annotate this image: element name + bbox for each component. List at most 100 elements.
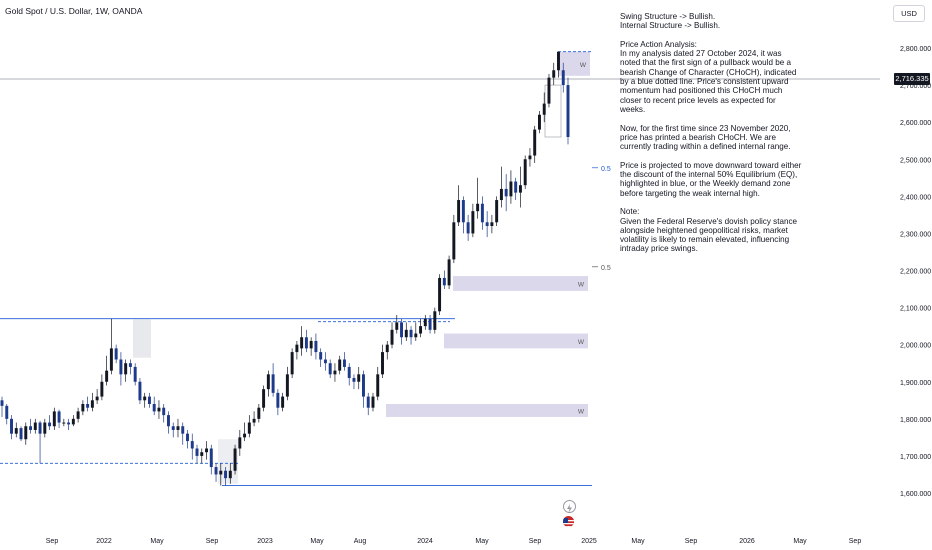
candle-body [400,322,404,338]
candle-body [62,422,66,424]
candle-body [205,448,208,453]
note-paragraph: Price is projected to move downward towa… [620,160,802,198]
candle-body [276,392,280,408]
candle-body [376,374,380,397]
time-tick-label: 2024 [417,538,433,545]
candle-body [152,404,156,412]
time-tick-label: May [310,538,324,545]
candle-body [181,426,185,434]
candle-body [290,352,294,375]
candle-body [238,437,242,449]
candle-body [262,389,266,408]
analysis-notes: Swing Structure -> Bullish. Internal Str… [620,12,802,263]
candle-body [342,359,346,367]
candles-layer [0,51,570,486]
candle-body [423,318,427,327]
price-tick-label: 1,900.000 [900,380,931,387]
candle-body [338,359,342,371]
zone-label: W [578,339,585,346]
candle-body [557,51,560,71]
candle-body [471,211,475,234]
time-tick-label: May [631,538,645,545]
currency-button[interactable]: USD [893,5,925,22]
candle-body [271,374,275,393]
candle-body [518,185,522,193]
price-tick-label: 1,700.000 [900,454,931,461]
candle-body [447,259,451,286]
current-price-tag: 2,716.335 [894,73,930,86]
lightning-icon[interactable] [563,500,576,513]
candle-body [528,155,532,160]
price-tick-label: 2,600.000 [900,120,931,127]
time-tick-label: 2022 [96,538,112,545]
candle-body [552,70,556,78]
candle-body [14,428,18,434]
candle-body [533,129,537,156]
time-tick-label: Sep [529,538,542,545]
candle-body [300,337,304,349]
zone-label: W [580,62,587,69]
candle-body [457,200,461,223]
internal-range-box [544,84,562,138]
candle-body [95,396,99,401]
candle-body [476,203,480,212]
zones-layer: W W W W [133,51,590,484]
time-tick-label: Sep [206,538,219,545]
candle-body [357,374,361,382]
highlight-box [133,319,151,358]
candle-body [71,418,75,425]
candle-body [33,422,37,430]
candle-body [428,318,432,330]
us-flag-icon[interactable] [563,516,574,527]
candle-body [48,422,52,427]
candle-body [176,426,180,430]
candle-body [385,344,389,353]
candle-body [404,329,408,338]
candle-body [442,277,446,286]
candle-body [347,366,351,379]
candle-body [224,470,228,479]
candle-body [438,277,442,312]
candle-body [143,396,147,401]
price-tick-label: 2,300.000 [900,231,931,238]
candle-body [323,359,327,364]
candle-body [90,400,94,408]
candle-body [542,103,546,115]
candle-body [105,370,109,382]
candle-body [309,340,313,349]
candle-body [257,407,261,419]
candle-body [19,428,23,440]
candle-body [514,181,518,193]
candle-body [43,422,47,434]
price-tick-label: 2,200.000 [900,269,931,276]
candle-body [171,426,175,430]
time-tick-label: May [475,538,489,545]
candle-body [57,411,61,423]
price-tick-label: 2,000.000 [900,343,931,350]
equilibrium-label: 0.5 [601,166,611,173]
candle-body [509,181,513,197]
candle-body [304,337,308,349]
candle-body [495,200,499,223]
candle-body [333,370,337,375]
candle-body [247,422,251,434]
candle-body [499,188,503,201]
candle-body [133,366,137,382]
demand-zone [444,333,588,349]
candle-body [433,311,437,330]
note-paragraph: Now, for the first time since 23 Novembe… [620,123,791,152]
candle-body [461,200,465,223]
price-tick-label: 2,800.000 [900,46,931,53]
price-tick-label: 2,500.000 [900,157,931,164]
demand-zone [453,276,588,291]
equilibrium-label: 0.5 [601,265,611,272]
candle-body [119,359,123,375]
candle-body [352,378,356,382]
candle-body [314,340,318,353]
candle-body [362,374,365,397]
candle-body [381,352,384,375]
zone-label: W [578,281,585,288]
note-paragraph: Note: Given the Federal Reserve's dovish… [620,207,797,254]
